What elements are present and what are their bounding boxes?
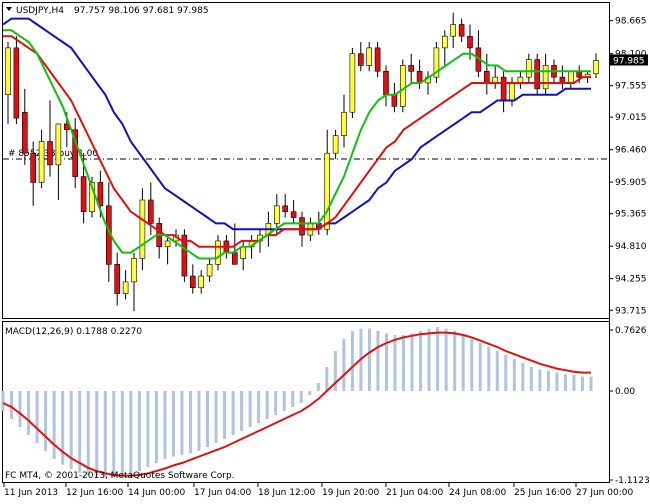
time-label: 21 Jun 04:00 [386,488,443,498]
order-line[interactable]: # 8552.38 buy 1.00 [3,149,609,160]
macd-axis-label: 0.00 [615,387,635,397]
macd-title: MACD(12,26,9) 0.1788 0.2270 [5,327,142,337]
candle-bear [500,76,507,101]
candle-bull [450,24,457,37]
candle-bear [467,35,473,49]
time-label: 19 Jun 20:00 [322,488,379,498]
candle-bear [374,47,381,72]
macd-signal-line [2,331,591,477]
candle-bear [148,199,154,224]
candle-bear [299,217,305,236]
macd-histogram [1,327,593,478]
candle-bull [509,82,515,101]
candle-bull [164,240,171,248]
price-label: 95.905 [615,178,647,188]
price-label: 94.255 [615,275,647,285]
macd-panel-frame [2,321,610,483]
candle-bear [534,59,541,90]
candle-bull [542,65,549,90]
price-label: 95.365 [615,210,647,220]
candle-bear [408,65,415,72]
macd-axis-label: -1.1123 [615,476,650,486]
candle-bull [273,205,280,224]
candle-bull [332,135,339,154]
candle-bull [131,258,137,283]
time-label: 24 Jun 08:00 [449,488,506,498]
candle-bull [399,65,406,107]
triangle-down-icon[interactable] [6,7,12,11]
candle-bear [190,275,196,289]
candle-bull [593,60,599,75]
candle-bull [525,59,532,78]
price-label: 98.665 [615,17,647,27]
candle-bear [80,176,87,212]
candle-bull [324,152,331,230]
candle-bull [206,264,213,277]
time-label: 17 Jun 04:00 [194,488,251,498]
time-label: 25 Jun 16:00 [514,488,571,498]
symbol-title: USDJPY,H4 [16,6,64,16]
candle-bull [122,281,129,294]
candle-bull [441,35,448,49]
candle-bull [38,141,45,183]
chart-header: USDJPY,H4 97.757 98.106 97.681 97.985 [6,6,209,16]
price-label: 97.015 [615,113,647,123]
price-label: 96.460 [615,146,647,156]
candle-bull [215,240,221,265]
candle-bull [366,47,373,66]
candle-bull [341,111,347,136]
candle-bear [47,141,53,166]
candle-bull [240,246,246,259]
candle-bear [181,234,188,277]
moving-averages [2,17,591,260]
candle-bear [30,152,37,183]
candle-bull [5,47,11,95]
candle-bear [72,129,78,177]
macd-signal-group [2,331,591,477]
time-label: 12 Jun 16:00 [66,488,123,498]
macd-axis-label: 0.7626 [615,326,647,336]
time-label: 11 Jun 2013 [4,488,58,498]
candle-bear [416,70,423,84]
current-price-bg [610,54,648,66]
ma-fast-line [3,29,591,260]
current-price-tag: 97.985 [610,54,648,66]
candle-bull [349,53,356,113]
candle-bear [282,205,289,212]
copyright: FC MT4, © 2001-2013, MetaQuotes Software… [5,471,235,481]
time-axis: 11 Jun 2013 12 Jun 16:00 14 Jun 00:00 17 Ju… [3,483,633,498]
time-label: 14 Jun 00:00 [128,488,185,498]
current-price-label: 97.985 [613,56,645,66]
candle-bear [232,252,238,265]
candle-bear [357,53,364,66]
candle-bear [483,70,490,84]
ma-mid-line [3,35,591,248]
price-label: 94.810 [615,242,647,252]
candle-bear [290,211,297,218]
ohlc-values: 97.757 98.106 97.681 97.985 [74,6,209,16]
candle-bear [21,111,28,154]
candle-bull [89,182,95,212]
candle-bear [114,264,120,294]
price-panel-frame [2,2,610,319]
candle-bull [198,275,204,289]
macd-axis: 0.7626 0.00 -1.1123 [609,326,650,486]
candle-bull [567,70,574,84]
candle-bear [13,47,20,119]
order-line-label: # 8552.38 buy 1.00 [8,149,98,159]
candle-bull [433,47,440,78]
candle-bull [55,123,62,166]
time-label: 18 Jun 12:00 [258,488,315,498]
candle-bear [383,70,389,95]
candle-bull [139,199,146,259]
candle-bear [97,182,104,207]
time-label: 27 Jun 00:00 [576,488,633,498]
candle-bear [458,24,465,37]
candle-bear [391,94,398,107]
price-label: 97.555 [615,82,647,92]
price-label: 93.715 [615,306,647,316]
